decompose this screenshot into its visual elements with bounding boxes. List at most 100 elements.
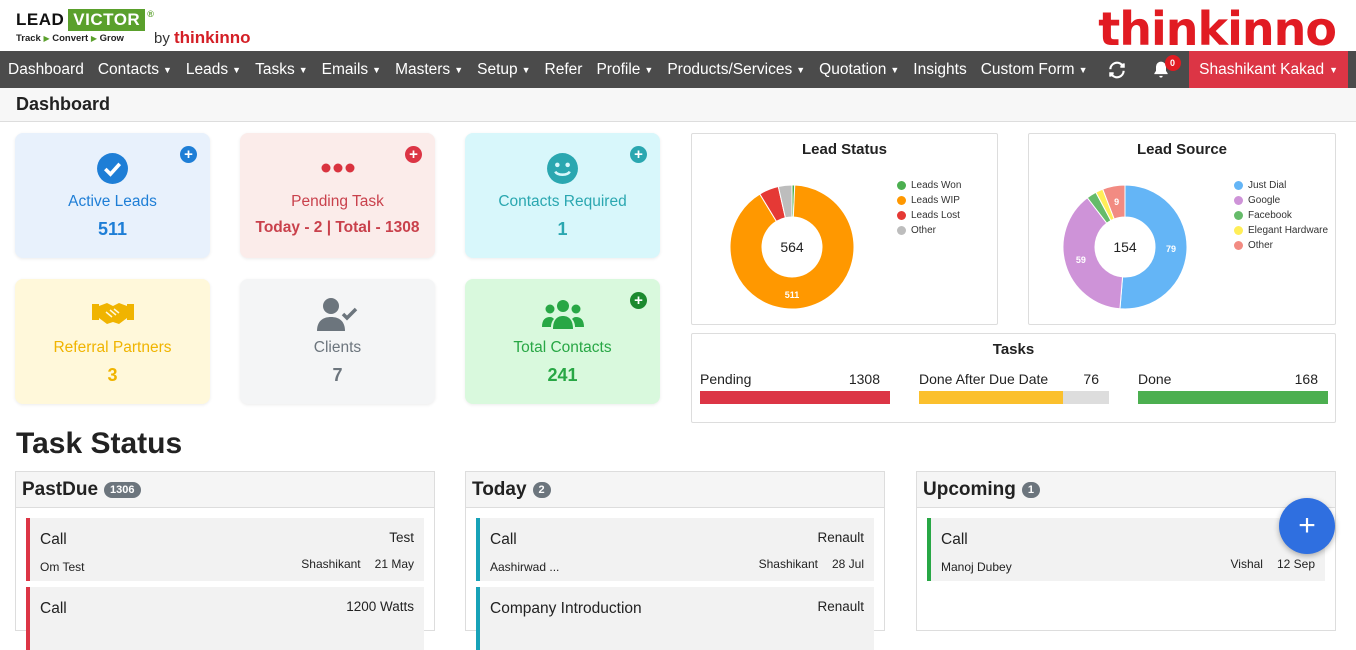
chart-legend: Leads Won Leads WIP Leads Lost Other [897, 180, 961, 240]
card-total-contacts[interactable]: + Total Contacts 241 [465, 279, 660, 404]
task-bar-pending[interactable]: Pending 1308 [700, 371, 890, 404]
card-label: Clients [313, 339, 362, 356]
dots-icon [240, 151, 435, 185]
slice-google[interactable] [1062, 197, 1124, 310]
lead-status-panel: Lead Status 511 564 Leads Won Leads WIP Lea… [691, 133, 998, 325]
tasks-panel: Tasks Pending 1308 Done After Due Date 76 Do… [691, 333, 1336, 423]
legend-item[interactable]: Leads WIP [897, 195, 961, 206]
legend-dot-icon [897, 226, 906, 235]
donut-center-total: 564 [780, 239, 804, 255]
add-icon[interactable]: + [630, 146, 647, 163]
nav-item-leads[interactable]: Leads ▼ [179, 51, 248, 88]
nav-item-label: Emails [321, 60, 369, 78]
slice-label: 79 [1166, 244, 1176, 254]
legend-item[interactable]: Leads Lost [897, 210, 961, 221]
nav-item-refer[interactable]: Refer [538, 51, 590, 88]
plus-icon: + [1298, 509, 1316, 542]
card-referral-partners[interactable]: Referral Partners 3 [15, 279, 210, 404]
refresh-icon[interactable] [1095, 51, 1139, 88]
add-icon[interactable]: + [630, 292, 647, 309]
legend-label: Other [1248, 240, 1274, 251]
bell-icon[interactable]: 0 [1139, 51, 1183, 88]
legend-item[interactable]: Other [1234, 240, 1328, 251]
nav-item-contacts[interactable]: Contacts ▼ [91, 51, 179, 88]
nav-item-insights[interactable]: Insights [906, 51, 973, 88]
legend-item[interactable]: Other [897, 225, 961, 236]
handshake-icon [15, 297, 210, 331]
task-card[interactable]: Call Test Om Test Shashikant 21 May [26, 518, 424, 581]
lead-status-donut[interactable]: 511 564 [722, 177, 862, 317]
progress-track [700, 391, 890, 404]
lead-source-donut[interactable]: 79 59 9 154 [1055, 177, 1195, 317]
task-card[interactable]: Company Introduction Renault [476, 587, 874, 650]
task-meta [850, 626, 864, 640]
legend-dot-icon [897, 181, 906, 190]
task-bar-done[interactable]: Done 168 [1138, 371, 1328, 404]
legend-item[interactable]: Google [1234, 195, 1328, 206]
slice-label: 9 [1114, 197, 1119, 207]
task-card[interactable]: Call Renault Aashirwad ... Shashikant 28 … [476, 518, 874, 581]
nav-item-quotation[interactable]: Quotation ▼ [812, 51, 906, 88]
bar-label: Done After Due Date [919, 371, 1049, 387]
card-pending-task[interactable]: + Pending Task Today - 2 | Total - 1308 [240, 133, 435, 258]
task-meta: Shashikant 28 Jul [759, 557, 864, 571]
task-owner: Vishal [1230, 557, 1263, 571]
card-clients[interactable]: Clients 7 [240, 279, 435, 404]
task-column-today: Today 2 Call Renault Aashirwad ... Shashi… [465, 471, 885, 650]
nav-item-masters[interactable]: Masters ▼ [388, 51, 470, 88]
card-contacts-required[interactable]: + Contacts Required 1 [465, 133, 660, 258]
tag-convert: Convert [52, 33, 89, 44]
card-label: Contacts Required [498, 193, 627, 210]
slice-leads-wip[interactable] [729, 184, 855, 310]
legend-item[interactable]: Facebook [1234, 210, 1328, 221]
task-subject: Test [389, 530, 414, 545]
byline-company: thinkinno [174, 28, 251, 47]
nav-item-setup[interactable]: Setup ▼ [470, 51, 537, 88]
column-header: Today 2 [466, 472, 884, 508]
nav-item-custom-form[interactable]: Custom Form ▼ [974, 51, 1095, 88]
nav-item-dashboard[interactable]: Dashboard [0, 51, 91, 88]
byline: by thinkinno [154, 28, 251, 48]
legend-label: Leads Won [911, 180, 962, 191]
task-bar-done-after-due-date[interactable]: Done After Due Date 76 [919, 371, 1109, 404]
nav-item-profile[interactable]: Profile ▼ [589, 51, 660, 88]
legend-item[interactable]: Elegant Hardware [1234, 225, 1328, 236]
nav-item-label: Contacts [97, 60, 159, 78]
slice-just-dial[interactable] [1119, 184, 1188, 310]
smiley-icon [465, 151, 660, 185]
chart-legend: Just Dial Google Facebook Elegant Hardware O… [1234, 180, 1328, 255]
slice-other[interactable] [1102, 184, 1126, 220]
card-value: 1 [557, 219, 568, 239]
nav-item-products-services[interactable]: Products/Services ▼ [660, 51, 812, 88]
task-subject: Renault [817, 599, 864, 614]
task-card[interactable]: Call 1200 Watts [26, 587, 424, 650]
count-badge: 2 [532, 481, 551, 498]
chevron-down-icon: ▼ [796, 64, 806, 75]
nav-item-tasks[interactable]: Tasks ▼ [248, 51, 315, 88]
add-icon[interactable]: + [180, 146, 197, 163]
lead-victor-logo[interactable]: LEAD VICTOR ® Track ▶ Convert ▶ Grow [16, 9, 154, 44]
count-badge: 1 [1021, 481, 1041, 498]
card-active-leads[interactable]: + Active Leads 511 [15, 133, 210, 258]
slice-other[interactable] [777, 184, 793, 219]
nav-item-label: Insights [913, 60, 967, 78]
logo-reg: ® [147, 9, 155, 19]
legend-label: Google [1248, 195, 1281, 206]
card-value: Today - 2 | Total - 1308 [255, 219, 420, 236]
add-icon[interactable]: + [405, 146, 422, 163]
legend-dot-icon [897, 196, 906, 205]
nav-item-emails[interactable]: Emails ▼ [315, 51, 388, 88]
nav-item-label: Custom Form [980, 60, 1075, 78]
floating-add-button[interactable]: + [1279, 498, 1335, 554]
task-contact: Om Test [40, 560, 85, 574]
progress-track [919, 391, 1109, 404]
page-title: Dashboard [0, 88, 1356, 122]
chevron-down-icon: ▼ [454, 64, 464, 75]
legend-item[interactable]: Just Dial [1234, 180, 1328, 191]
card-value: 3 [107, 365, 118, 385]
legend-item[interactable]: Leads Won [897, 180, 961, 191]
user-menu-button[interactable]: Shashikant Kakad ▼ [1189, 51, 1348, 88]
chevron-down-icon: ▼ [163, 64, 172, 75]
